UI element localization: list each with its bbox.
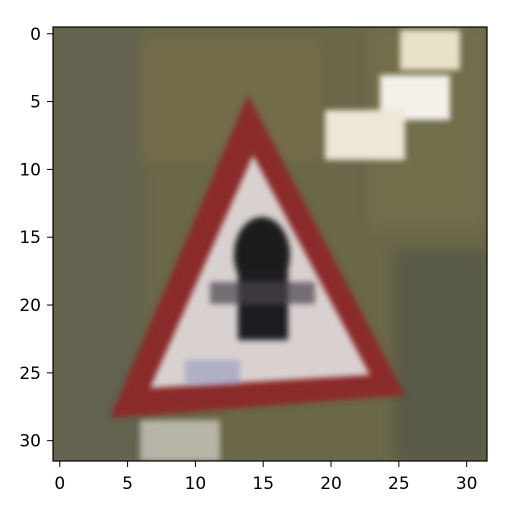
y-tick-label: 10 — [19, 160, 41, 180]
y-tick-label: 20 — [19, 296, 41, 316]
y-tick-label: 30 — [19, 432, 41, 452]
x-tick-label: 20 — [320, 474, 342, 494]
y-tick-label: 25 — [19, 364, 41, 384]
warning-sign — [110, 95, 405, 418]
x-tick-label: 25 — [388, 474, 410, 494]
bright-highlight — [140, 30, 460, 461]
y-tick-label: 5 — [30, 93, 41, 113]
y-tick-label: 15 — [19, 228, 41, 248]
plot-frame — [52, 26, 488, 462]
x-tick-label: 15 — [252, 474, 274, 494]
x-axis-ticks: 0 5 10 15 20 25 30 — [54, 461, 477, 494]
x-tick-label: 5 — [122, 474, 133, 494]
x-tick-label: 10 — [185, 474, 207, 494]
y-axis-ticks: 0 5 10 15 20 25 30 — [19, 25, 53, 452]
x-tick-label: 0 — [54, 474, 65, 494]
x-tick-label: 30 — [456, 474, 478, 494]
image-content — [53, 27, 487, 461]
arrow-symbol — [210, 217, 315, 340]
y-tick-label: 0 — [30, 25, 41, 45]
